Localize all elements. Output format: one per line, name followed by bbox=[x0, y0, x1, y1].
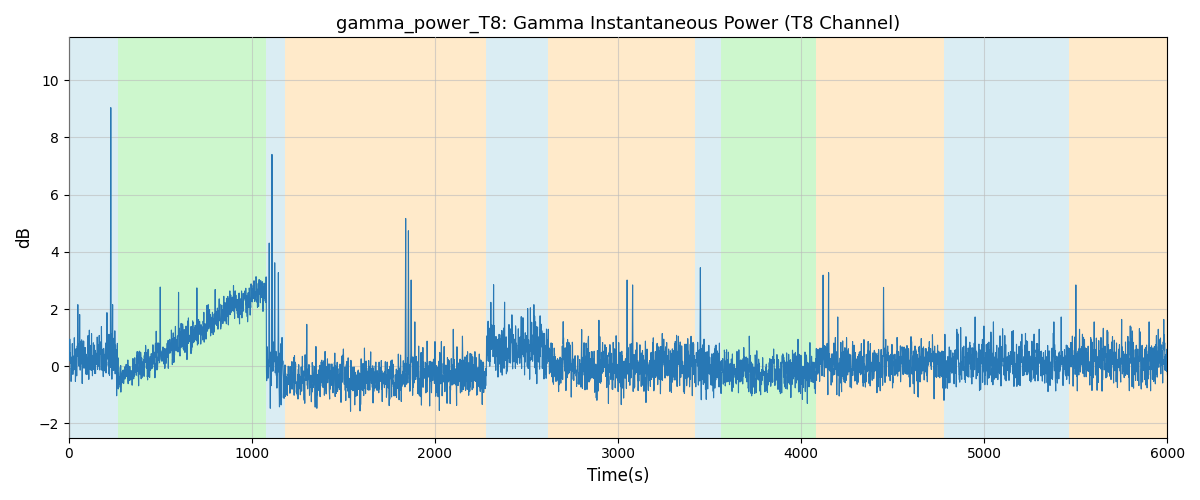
Title: gamma_power_T8: Gamma Instantaneous Power (T8 Channel): gamma_power_T8: Gamma Instantaneous Powe… bbox=[336, 15, 900, 34]
Bar bbox=[118, 38, 266, 438]
Bar bbox=[266, 38, 284, 438]
Bar bbox=[548, 38, 695, 438]
Bar bbox=[486, 38, 548, 438]
Bar bbox=[944, 38, 1068, 438]
Bar bbox=[284, 38, 486, 438]
Y-axis label: dB: dB bbox=[16, 226, 34, 248]
X-axis label: Time(s): Time(s) bbox=[587, 467, 649, 485]
Bar bbox=[1068, 38, 1168, 438]
Bar bbox=[816, 38, 944, 438]
Bar bbox=[68, 38, 118, 438]
Bar bbox=[720, 38, 816, 438]
Bar bbox=[695, 38, 720, 438]
